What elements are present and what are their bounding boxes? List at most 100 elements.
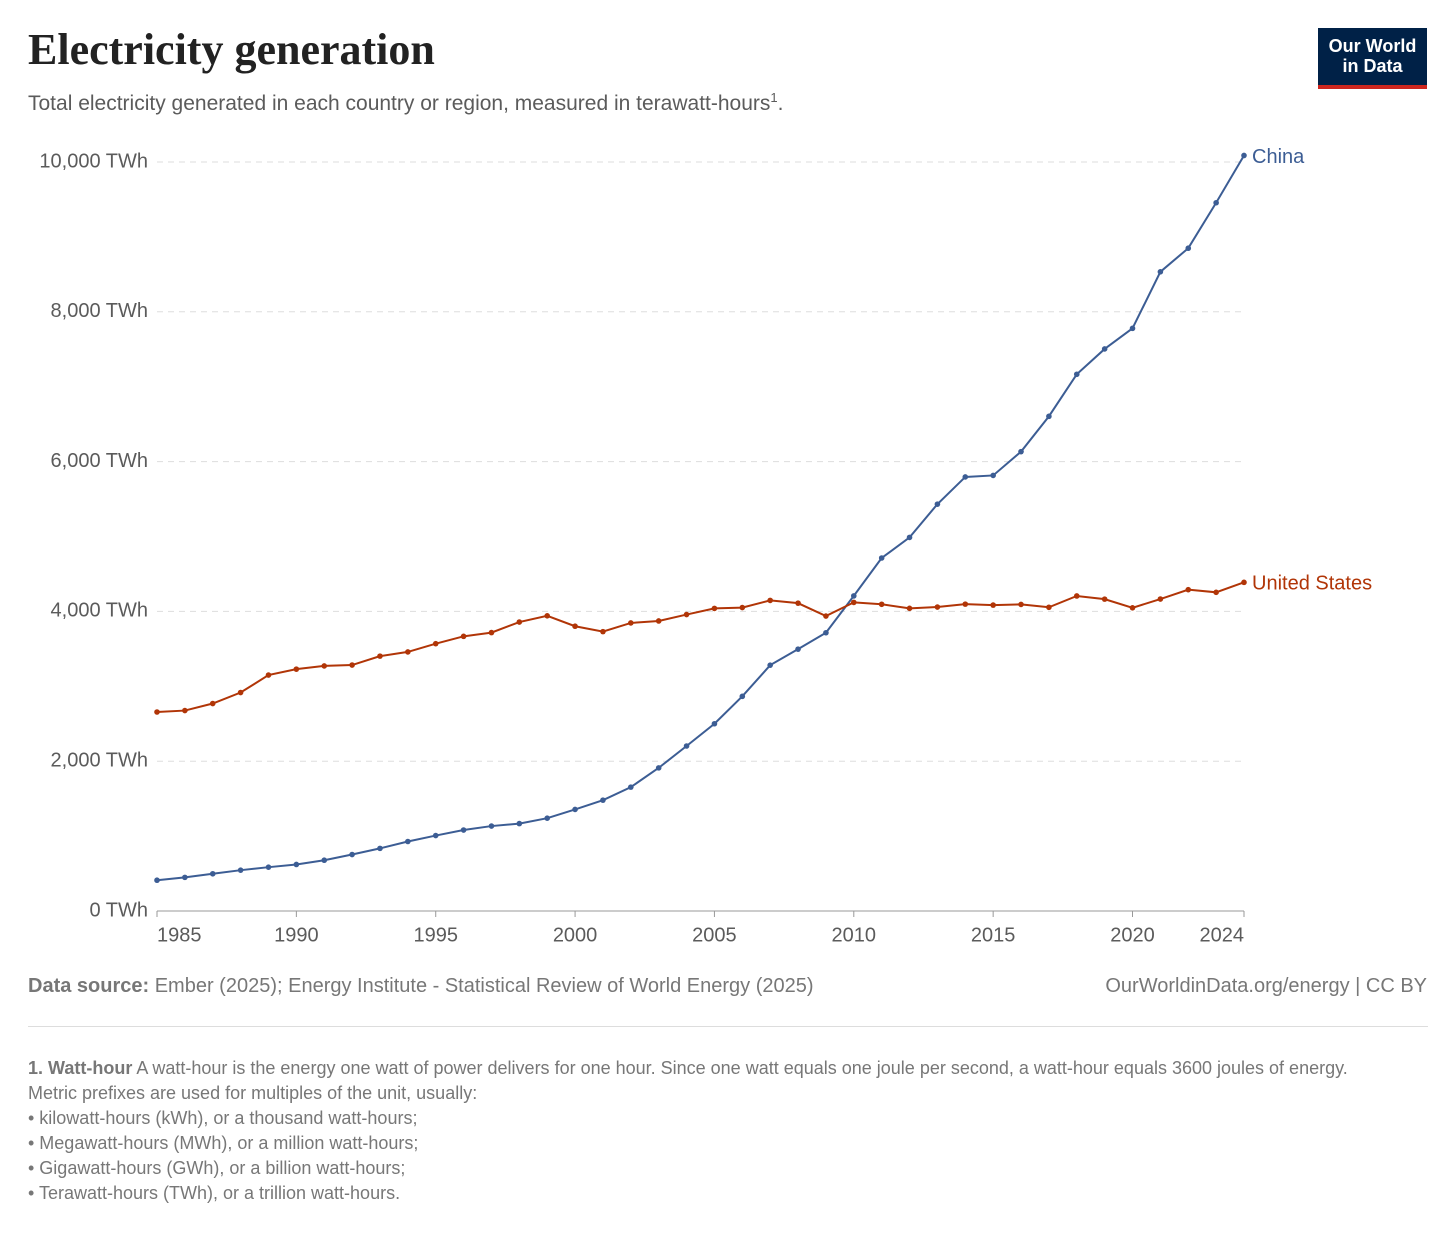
point [850,593,857,599]
point [460,827,467,833]
point [209,870,216,877]
y-tick-label: 0 TWh [89,899,148,921]
point [767,597,773,604]
point [1073,593,1080,599]
footnote-line: • Gigawatt-hours (GWh), or a billion wat… [28,1158,406,1178]
point [767,662,773,668]
divider [28,1026,1428,1027]
x-tick-label: 1985 [157,924,202,946]
chart-subtitle: Total electricity generated in each coun… [28,90,783,116]
point [795,646,801,652]
x-tick-label: 2020 [1110,924,1155,946]
point [628,620,634,626]
footnote-text: A watt-hour is the energy one watt of po… [136,1058,1348,1078]
point [1241,152,1247,159]
footnote-line: • Megawatt-hours (MWh), or a million wat… [28,1133,419,1153]
footnote-term: 1. Watt-hour [28,1058,133,1078]
point [572,623,578,630]
point [209,700,216,707]
point [1018,448,1024,455]
x-tick-label: 2015 [971,924,1016,946]
series-line [156,581,1245,713]
point [1046,413,1052,420]
point [683,611,690,618]
point [1046,604,1052,611]
source-label: Data source: [28,975,150,997]
point [1185,245,1192,252]
point [237,689,244,696]
point [293,861,300,868]
footnote-line: • kilowatt-hours (kWh), or a thousand wa… [28,1108,418,1128]
point [906,534,913,541]
subtitle-end: . [777,92,784,115]
point [1241,579,1247,586]
x-tick-label: 2024 [1200,924,1245,946]
point [600,628,606,635]
point [990,472,996,479]
point [544,815,551,821]
point [154,709,160,715]
point [182,707,188,714]
footnote-line: Metric prefixes are used for multiples o… [28,1083,478,1103]
point [349,662,355,668]
point [405,649,411,655]
point [600,797,606,803]
point [878,555,885,561]
point [1101,346,1108,352]
y-tick-label: 10,000 TWh [39,150,148,172]
y-tick-label: 6,000 TWh [51,450,148,472]
point [711,605,718,612]
y-tick-label: 8,000 TWh [51,300,148,322]
y-tick-label: 4,000 TWh [51,600,148,622]
point [293,666,300,672]
point [154,877,160,884]
point [265,672,272,678]
point [516,820,523,827]
logo[interactable]: Our World in Data [1318,28,1427,89]
point [237,867,244,873]
point [182,874,188,881]
point [1073,371,1080,378]
logo-line: Our World [1328,36,1417,56]
point [934,501,941,507]
point [823,613,829,619]
credit[interactable]: OurWorldinData.org/energy | CC BY [1105,975,1427,997]
point [488,629,495,636]
point [850,599,857,606]
point [405,838,411,845]
point [488,823,495,829]
footnote: 1. Watt-hour A watt-hour is the energy o… [28,1056,1368,1206]
footnote-ref: 1 [770,90,778,105]
y-tick-label: 2,000 TWh [51,749,148,771]
point [962,474,969,480]
point [1101,596,1108,602]
x-tick-label: 2000 [553,924,598,946]
chart-title: Electricity generation [28,25,435,74]
point [516,619,523,625]
logo-line: in Data [1342,56,1403,76]
series-label: China [1252,146,1305,168]
point [906,605,913,612]
point [1129,325,1136,332]
point [460,633,467,640]
series-line [156,154,1245,882]
x-tick-label: 1995 [413,924,458,946]
point [962,601,969,607]
footnote-line: • Terawatt-hours (TWh), or a trillion wa… [28,1183,401,1203]
point [432,832,439,839]
point [795,600,801,606]
series-label: United States [1252,573,1372,595]
point [1213,199,1219,206]
source: Data source: Ember (2025); Energy Instit… [28,975,814,998]
x-tick-label: 2010 [832,924,877,946]
x-tick-label: 1990 [274,924,319,946]
point [1185,586,1192,593]
point [655,618,662,624]
point [683,743,690,749]
source-text: Ember (2025); Energy Institute - Statist… [154,975,814,997]
point [739,693,746,700]
point [1018,601,1024,608]
point [823,629,829,636]
point [1157,596,1164,602]
